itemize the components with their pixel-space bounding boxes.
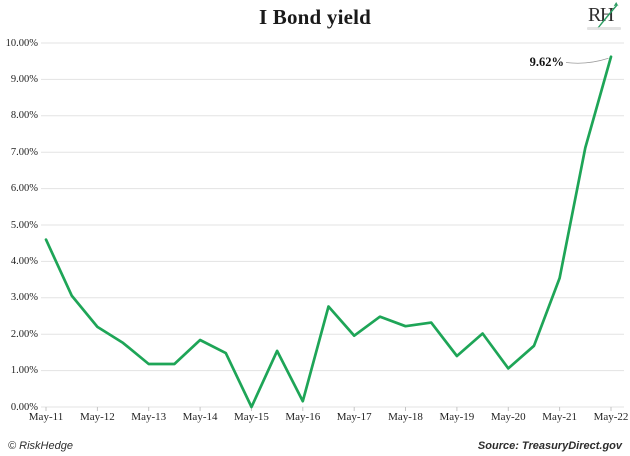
- logo-tagline-strip: [587, 27, 621, 30]
- x-tick-label: May-13: [131, 411, 167, 423]
- annotation-leader-line: [565, 57, 609, 64]
- x-tick-label: May-15: [234, 411, 269, 423]
- y-tick-label: 5.00%: [10, 219, 38, 231]
- x-tick-label: May-22: [593, 411, 629, 423]
- x-tick-label: May-11: [28, 411, 64, 423]
- x-tick-label: May-18: [388, 411, 423, 423]
- logo-text: RH: [588, 4, 614, 26]
- y-tick-label: 2.00%: [10, 328, 38, 340]
- x-tick-label: May-17: [336, 411, 372, 423]
- peak-annotation: 9.62%: [529, 55, 564, 69]
- y-tick-label: 1.00%: [10, 365, 38, 377]
- x-tick-label: May-12: [79, 411, 115, 423]
- y-tick-label: 9.00%: [10, 73, 38, 85]
- y-tick-label: 10.00%: [5, 37, 38, 49]
- chart-title: I Bond yield: [258, 5, 372, 29]
- x-tick-label: May-20: [490, 411, 526, 423]
- x-tick-label: May-21: [542, 411, 578, 423]
- riskhedge-logo: RH: [585, 2, 625, 35]
- y-tick-label: 0.00%: [10, 401, 38, 413]
- source-text: Source: TreasuryDirect.gov: [477, 440, 622, 452]
- x-tick-label: May-14: [182, 411, 218, 423]
- y-tick-label: 8.00%: [10, 110, 38, 122]
- yield-line-series: [44, 55, 613, 409]
- logo-arrow-icon: [597, 2, 619, 29]
- y-tick-label: 4.00%: [10, 255, 38, 267]
- x-tick-label: May-19: [439, 411, 475, 423]
- y-tick-label: 3.00%: [10, 292, 38, 304]
- x-tick-label: May-16: [285, 411, 321, 423]
- copyright-text: © RiskHedge: [8, 440, 73, 452]
- y-tick-label: 6.00%: [10, 183, 38, 195]
- y-tick-label: 7.00%: [10, 146, 38, 158]
